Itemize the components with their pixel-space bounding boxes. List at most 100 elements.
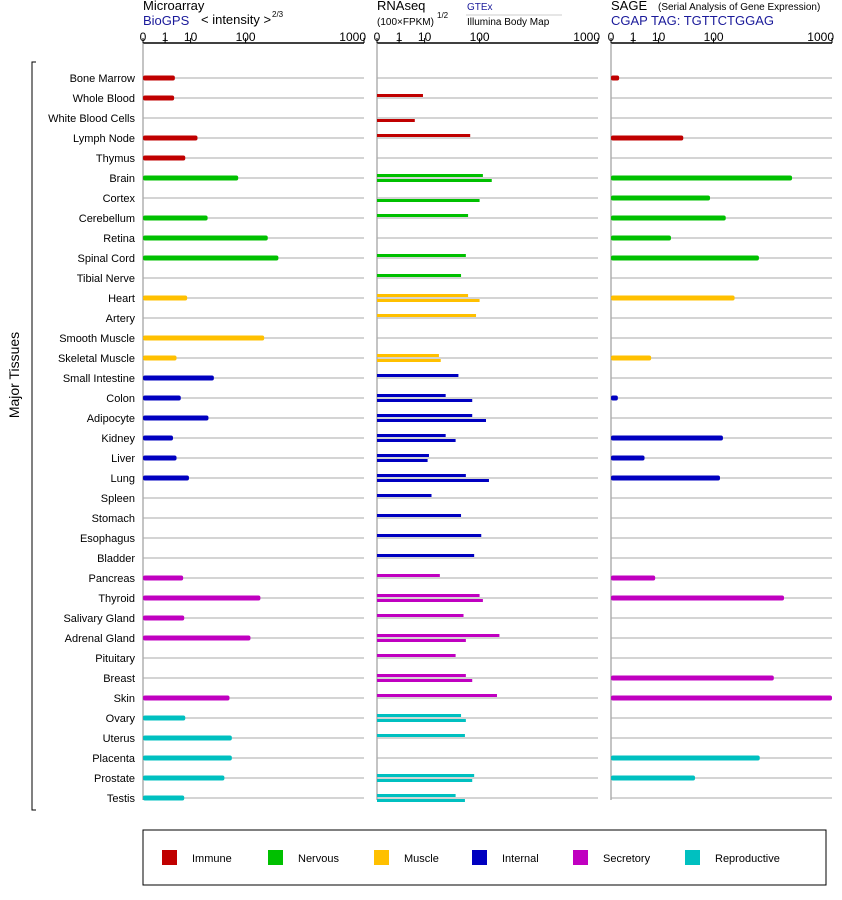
tissue-label: Skeletal Muscle bbox=[58, 353, 135, 365]
tissue-label: Prostate bbox=[94, 773, 135, 785]
bar bbox=[143, 595, 261, 601]
bar bbox=[377, 614, 464, 617]
tissue-label: Adrenal Gland bbox=[65, 633, 135, 645]
bar bbox=[143, 575, 184, 581]
bar bbox=[377, 554, 475, 557]
tissue-label: Lung bbox=[111, 473, 135, 485]
tissue-label: Cortex bbox=[103, 193, 136, 205]
bar bbox=[377, 434, 446, 437]
sage-title: SAGE bbox=[611, 0, 647, 13]
bar bbox=[611, 575, 656, 581]
tissue-label: Whole Blood bbox=[73, 93, 135, 105]
legend-swatch bbox=[374, 850, 389, 865]
tissue-label: Colon bbox=[106, 393, 135, 405]
bar bbox=[143, 795, 185, 801]
bar bbox=[377, 294, 469, 297]
bar bbox=[611, 255, 759, 261]
bar bbox=[377, 459, 428, 462]
fpkm-exponent: 1/2 bbox=[437, 11, 449, 20]
bar bbox=[377, 419, 487, 422]
tissue-label: Small Intestine bbox=[63, 373, 135, 385]
bar bbox=[143, 475, 189, 481]
tissue-label: Placenta bbox=[92, 753, 136, 765]
bar bbox=[377, 574, 440, 577]
bar bbox=[377, 479, 489, 482]
tissue-label: Pituitary bbox=[95, 653, 135, 665]
bar bbox=[377, 354, 439, 357]
bar bbox=[377, 774, 475, 777]
bar bbox=[143, 215, 208, 221]
bar bbox=[611, 135, 684, 141]
biogps-link[interactable]: BioGPS bbox=[143, 13, 190, 28]
bar bbox=[377, 179, 492, 182]
intensity-label: < intensity > bbox=[201, 12, 271, 27]
bar bbox=[377, 394, 446, 397]
bar bbox=[377, 794, 456, 797]
tissue-label: Salivary Gland bbox=[63, 613, 135, 625]
legend-label: Internal bbox=[502, 853, 539, 865]
bar bbox=[377, 119, 415, 122]
microarray-header: Microarray BioGPS < intensity > 2/3 bbox=[143, 0, 284, 28]
tissue-label: Tibial Nerve bbox=[77, 273, 135, 285]
bar bbox=[143, 415, 209, 421]
bar bbox=[143, 75, 175, 81]
tissue-label: Skin bbox=[114, 693, 135, 705]
bar bbox=[377, 639, 466, 642]
bar bbox=[377, 174, 483, 177]
bar bbox=[377, 454, 429, 457]
tick-label: 1000 bbox=[339, 30, 366, 44]
tissue-label: Kidney bbox=[101, 433, 135, 445]
tissue-label: Uterus bbox=[103, 733, 136, 745]
bar bbox=[143, 615, 185, 621]
bar bbox=[377, 399, 473, 402]
bar bbox=[377, 439, 456, 442]
microarray-title: Microarray bbox=[143, 0, 205, 13]
bar bbox=[377, 254, 466, 257]
bar bbox=[611, 195, 711, 201]
legend-label: Immune bbox=[192, 853, 232, 865]
bar bbox=[611, 355, 652, 361]
bar bbox=[377, 299, 480, 302]
tissue-label: Breast bbox=[103, 673, 135, 685]
bar bbox=[143, 715, 186, 721]
intensity-exponent: 2/3 bbox=[272, 10, 284, 19]
y-axis-label: Major Tissues bbox=[6, 332, 22, 418]
tissue-label: Thymus bbox=[96, 153, 136, 165]
legend-box bbox=[142, 829, 827, 886]
bar bbox=[143, 775, 225, 781]
bar bbox=[143, 635, 251, 641]
bar bbox=[377, 214, 469, 217]
tissue-label: White Blood Cells bbox=[48, 113, 135, 125]
panels: 0 1 10 100 1000 0 1 10 100 1000 0 1 10 100 1000 bbox=[140, 30, 834, 802]
tissue-label: Cerebellum bbox=[79, 213, 135, 225]
tissue-label: Spleen bbox=[101, 493, 135, 505]
bar bbox=[611, 175, 793, 181]
tissue-label: Heart bbox=[108, 293, 135, 305]
bar bbox=[377, 779, 473, 782]
bar bbox=[611, 215, 726, 221]
gtex-source[interactable]: GTEx bbox=[467, 2, 493, 13]
rnaseq-header: RNAseq (100×FPKM) 1/2 GTEx Illumina Body… bbox=[377, 0, 562, 28]
tissue-labels: Bone Marrow Whole Blood White Blood Cells L… bbox=[48, 73, 136, 805]
cgap-tag[interactable]: CGAP TAG: TGTTCTGGAG bbox=[611, 13, 774, 28]
bar bbox=[143, 135, 198, 141]
tissue-label: Liver bbox=[111, 453, 135, 465]
sage-subtitle: (Serial Analysis of Gene Expression) bbox=[658, 2, 820, 13]
tick-label: 10 bbox=[652, 30, 666, 44]
legend-label: Reproductive bbox=[715, 853, 780, 865]
legend-swatch bbox=[268, 850, 283, 865]
tissue-bracket bbox=[31, 61, 36, 811]
bar bbox=[143, 335, 265, 341]
fpkm-label: (100×FPKM) bbox=[377, 17, 434, 28]
tissue-label: Pancreas bbox=[89, 573, 136, 585]
bar bbox=[377, 374, 459, 377]
bar bbox=[377, 414, 473, 417]
tick-label: 0 bbox=[140, 30, 147, 44]
bar bbox=[143, 255, 279, 261]
illumina-source: Illumina Body Map bbox=[467, 17, 550, 28]
bar bbox=[377, 514, 462, 517]
tick-label: 100 bbox=[236, 30, 256, 44]
tissue-label: Artery bbox=[106, 313, 136, 325]
bar bbox=[143, 455, 177, 461]
